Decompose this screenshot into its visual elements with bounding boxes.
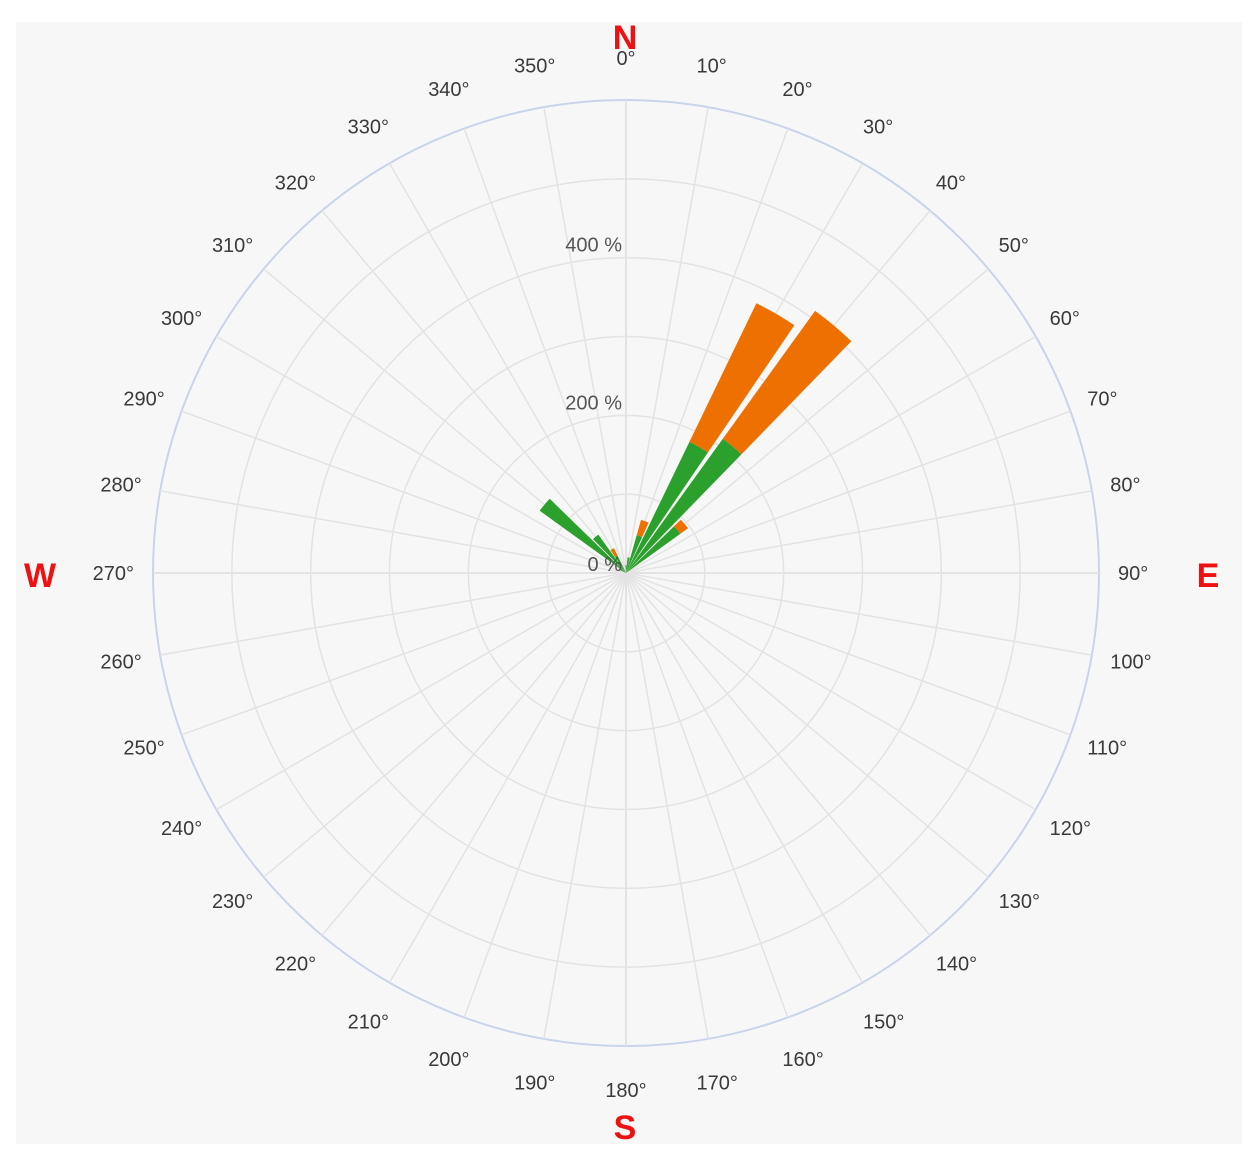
grid-spoke <box>543 107 627 574</box>
angle-tick-labels: 0° 10° 20° 30° 40° 50° 60° 70° 80° 90° 100° 110° 120… <box>93 48 1152 1102</box>
wind-bar-green-320[interactable] <box>593 534 626 573</box>
angle-tick-label: 140° <box>936 954 977 976</box>
angle-tick-label: 0° <box>616 48 635 70</box>
angle-tick-label: 20° <box>782 79 812 101</box>
grid-spoke <box>625 572 864 984</box>
angle-tick-label: 310° <box>212 235 253 257</box>
grid-spoke <box>625 128 789 574</box>
grid-spoke <box>160 572 627 656</box>
grid-spoke <box>181 572 627 736</box>
angle-tick-label: 240° <box>161 818 202 840</box>
angle-tick-label: 250° <box>123 737 164 759</box>
wind-bar-green-20[interactable] <box>626 535 643 573</box>
angle-tick-label: 10° <box>697 56 727 78</box>
angle-tick-label: 80° <box>1110 474 1140 496</box>
angle-tick-label: 60° <box>1050 308 1080 330</box>
grid-spoke <box>463 128 627 574</box>
compass-south-label: S <box>613 1109 637 1147</box>
wind-bar-orange-50[interactable] <box>674 519 689 534</box>
grid-spoke <box>625 490 1092 574</box>
angle-tick-label: 40° <box>936 172 966 194</box>
grid-spoke <box>263 572 627 878</box>
grid-spoke <box>625 572 931 936</box>
grid-spoke <box>215 572 627 811</box>
grid-spoke <box>215 335 627 574</box>
angle-tick-label: 70° <box>1087 389 1117 411</box>
radial-tick-labels: 0 % 200 % 400 % <box>565 235 622 576</box>
radial-tick-label: 400 % <box>565 235 622 257</box>
polar-grid <box>152 99 1100 1047</box>
grid-spoke <box>625 335 1037 574</box>
wind-bar-green-330[interactable] <box>614 555 626 573</box>
compass-east-label: E <box>1196 557 1220 595</box>
angle-tick-label: 30° <box>863 116 893 138</box>
grid-spoke <box>625 572 1071 736</box>
angle-tick-label: 220° <box>275 954 316 976</box>
angle-tick-label: 50° <box>999 235 1029 257</box>
angle-tick-label: 270° <box>93 563 134 585</box>
angle-tick-label: 90° <box>1118 563 1148 585</box>
grid-spoke <box>625 572 989 878</box>
angle-tick-label: 340° <box>428 79 469 101</box>
angle-tick-label: 210° <box>348 1012 389 1034</box>
grid-spoke <box>463 572 627 1018</box>
grid-spoke <box>388 572 627 984</box>
angle-tick-label: 110° <box>1087 737 1127 759</box>
angle-tick-label: 280° <box>100 474 141 496</box>
angle-tick-label: 100° <box>1110 652 1151 674</box>
wind-bar-green-300[interactable] <box>618 568 626 573</box>
wind-bar-green-0[interactable] <box>625 565 627 573</box>
angle-tick-label: 190° <box>514 1072 555 1094</box>
grid-spoke <box>321 210 627 574</box>
grid-spoke <box>388 162 627 574</box>
compass-north-label: N <box>612 19 638 57</box>
angle-tick-label: 170° <box>697 1072 738 1094</box>
angle-tick-label: 330° <box>348 116 389 138</box>
grid-spoke <box>181 410 627 574</box>
grid-spoke <box>625 572 789 1018</box>
wind-bar-green-40[interactable] <box>626 438 742 573</box>
angle-tick-label: 160° <box>782 1049 823 1071</box>
angle-tick-label: 120° <box>1050 818 1091 840</box>
angle-tick-label: 180° <box>605 1080 646 1102</box>
grid-spoke <box>625 410 1071 574</box>
grid-spoke <box>625 268 989 574</box>
wind-bar-green-30[interactable] <box>626 441 708 573</box>
grid-spoke <box>160 490 627 574</box>
angle-tick-label: 350° <box>514 56 555 78</box>
wind-bar-green-50[interactable] <box>626 526 681 573</box>
angle-tick-label: 130° <box>999 891 1040 913</box>
wind-bar-orange-20[interactable] <box>636 519 649 538</box>
grid-spoke <box>321 572 627 936</box>
grid-spoke <box>625 107 709 574</box>
angle-tick-label: 200° <box>428 1049 469 1071</box>
grid-spoke <box>625 572 1037 811</box>
wind-bar-green-10[interactable] <box>626 557 630 573</box>
angle-tick-label: 320° <box>275 172 316 194</box>
wind-bar-orange-330[interactable] <box>610 548 618 557</box>
compass-west-label: W <box>23 557 57 595</box>
grid-spoke <box>625 572 709 1039</box>
angle-tick-label: 150° <box>863 1012 904 1034</box>
angle-tick-label: 230° <box>212 891 253 913</box>
wind-bar-green-310[interactable] <box>539 498 626 573</box>
wind-bar-orange-40[interactable] <box>722 310 852 455</box>
wind-bar-orange-30[interactable] <box>689 303 795 453</box>
angle-tick-label: 290° <box>123 389 164 411</box>
grid-spoke <box>625 572 1092 656</box>
radial-tick-label: 0 % <box>588 554 623 576</box>
radial-tick-label: 200 % <box>565 392 622 414</box>
grid-spoke <box>543 572 627 1039</box>
angle-tick-label: 260° <box>100 652 141 674</box>
wind-bars <box>539 303 852 573</box>
angle-tick-label: 300° <box>161 308 202 330</box>
